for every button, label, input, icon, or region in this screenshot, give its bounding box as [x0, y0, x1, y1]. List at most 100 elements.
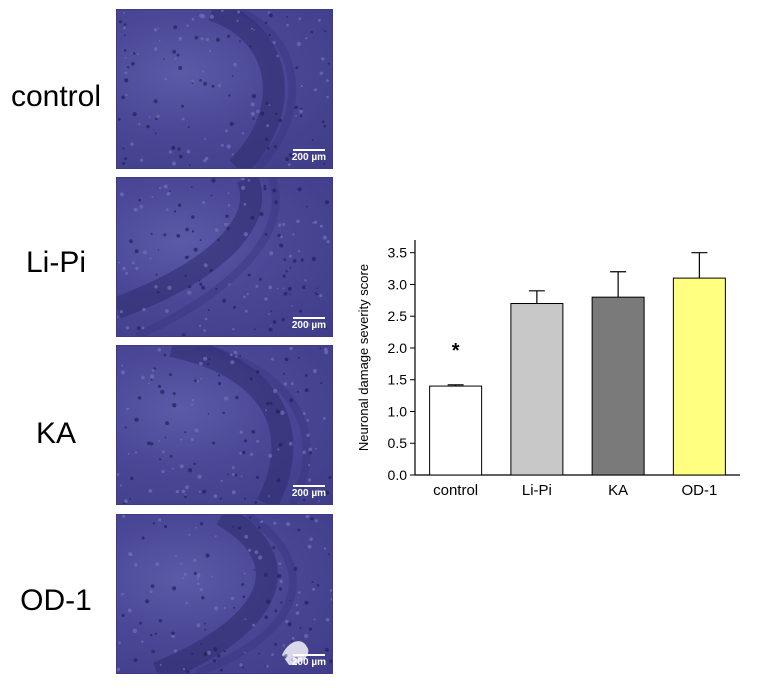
cell-dot: [224, 222, 228, 227]
cell-dot: [281, 318, 285, 322]
cell-dot: [184, 274, 187, 277]
cell-dot: [158, 39, 161, 42]
significance-marker: *: [452, 340, 460, 362]
cell-dot: [193, 247, 198, 252]
cell-dot: [247, 179, 251, 182]
cell-dot: [314, 220, 318, 224]
cell-dot: [244, 651, 246, 654]
cell-dot: [265, 137, 269, 141]
cell-dot: [304, 634, 309, 638]
cell-dot: [205, 37, 210, 41]
cell-dot: [200, 522, 204, 526]
cell-dot: [210, 194, 213, 197]
cell-dot: [276, 478, 281, 483]
cell-dot: [306, 433, 310, 437]
cell-dot: [311, 256, 317, 262]
cell-dot: [150, 634, 153, 637]
cell-dot: [191, 230, 195, 233]
cell-dot: [141, 640, 144, 643]
cell-dot: [280, 601, 283, 604]
cell-dot: [203, 653, 207, 657]
cell-dot: [117, 117, 121, 121]
cell-dot: [194, 35, 199, 40]
cell-dot: [221, 10, 224, 12]
cell-dot: [140, 158, 144, 162]
cell-dot: [151, 196, 154, 198]
cell-dot: [272, 546, 276, 550]
y-tick-label: 3.0: [388, 276, 408, 292]
cell-dot: [203, 81, 208, 86]
cell-dot: [272, 40, 276, 45]
cell-dot: [283, 372, 286, 375]
cell-dot: [233, 606, 236, 609]
cell-dot: [211, 178, 216, 183]
cell-dot: [118, 261, 121, 264]
cell-dot: [306, 205, 308, 208]
cell-dot: [326, 79, 329, 82]
cell-dot: [218, 374, 221, 377]
cell-dot: [158, 619, 163, 623]
y-tick-label: 0.0: [388, 467, 408, 483]
cell-dot: [322, 235, 327, 240]
cell-dot: [320, 382, 323, 385]
cell-dot: [307, 154, 310, 157]
cell-dot: [153, 99, 158, 104]
cell-dot: [228, 283, 231, 286]
bar-ka: [591, 296, 645, 476]
cell-dot: [227, 473, 229, 476]
x-tick-label: control: [433, 482, 478, 499]
cell-dot: [149, 590, 153, 594]
cell-dot: [270, 324, 272, 327]
cell-dot: [150, 442, 154, 446]
cell-dot: [179, 464, 184, 469]
cell-dot: [290, 382, 294, 386]
cell-dot: [200, 643, 203, 646]
cell-dot: [196, 380, 200, 383]
cell-dot: [268, 453, 273, 458]
cell-dot: [171, 145, 176, 150]
cell-dot: [166, 208, 169, 211]
cell-dot: [154, 47, 158, 51]
cell-dot: [160, 389, 165, 395]
cell-dot: [196, 623, 201, 628]
cell-dot: [241, 666, 244, 669]
cell-dot: [299, 627, 302, 629]
cell-dot: [233, 305, 237, 309]
cell-dot: [146, 125, 150, 129]
cell-dot: [268, 13, 273, 18]
cell-dot: [266, 124, 269, 128]
cell-dot: [288, 254, 292, 258]
cell-dot: [178, 36, 183, 41]
cell-dot: [319, 224, 323, 228]
cell-dot: [265, 101, 269, 105]
cell-dot: [291, 658, 294, 661]
cell-dot: [264, 573, 268, 577]
cell-dot: [206, 650, 211, 655]
x-tick-label: OD-1: [681, 482, 717, 499]
cell-dot: [151, 368, 155, 372]
cell-dot: [200, 377, 203, 380]
cell-dot: [138, 198, 141, 202]
cell-dot: [319, 71, 323, 75]
cell-dot: [307, 544, 312, 549]
cell-dot: [266, 146, 270, 150]
cell-dot: [297, 187, 302, 192]
cell-dot: [271, 653, 274, 656]
cell-dot: [137, 396, 142, 400]
cell-dot: [189, 164, 191, 167]
cell-dot: [251, 93, 257, 99]
cell-dot: [208, 358, 211, 361]
cell-dot: [254, 328, 256, 331]
cell-dot: [199, 361, 203, 366]
cell-dot: [225, 214, 229, 218]
cell-dot: [313, 88, 317, 92]
cell-dot: [158, 440, 161, 442]
cell-dot: [312, 588, 316, 591]
cell-dot: [172, 403, 177, 408]
cell-dot: [289, 346, 293, 351]
cell-dot: [282, 287, 285, 290]
cell-dot: [285, 157, 290, 162]
cell-dot: [313, 369, 317, 373]
cell-dot: [213, 494, 218, 498]
cell-dot: [314, 519, 318, 523]
